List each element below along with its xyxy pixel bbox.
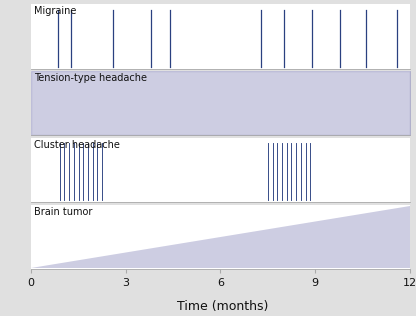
Text: Cluster headache: Cluster headache <box>34 140 120 150</box>
Text: Migraine: Migraine <box>34 6 77 16</box>
Text: Tension-type headache: Tension-type headache <box>34 73 147 83</box>
Polygon shape <box>31 206 410 268</box>
Text: Brain tumor: Brain tumor <box>34 207 93 216</box>
Text: Time (months): Time (months) <box>177 300 268 313</box>
